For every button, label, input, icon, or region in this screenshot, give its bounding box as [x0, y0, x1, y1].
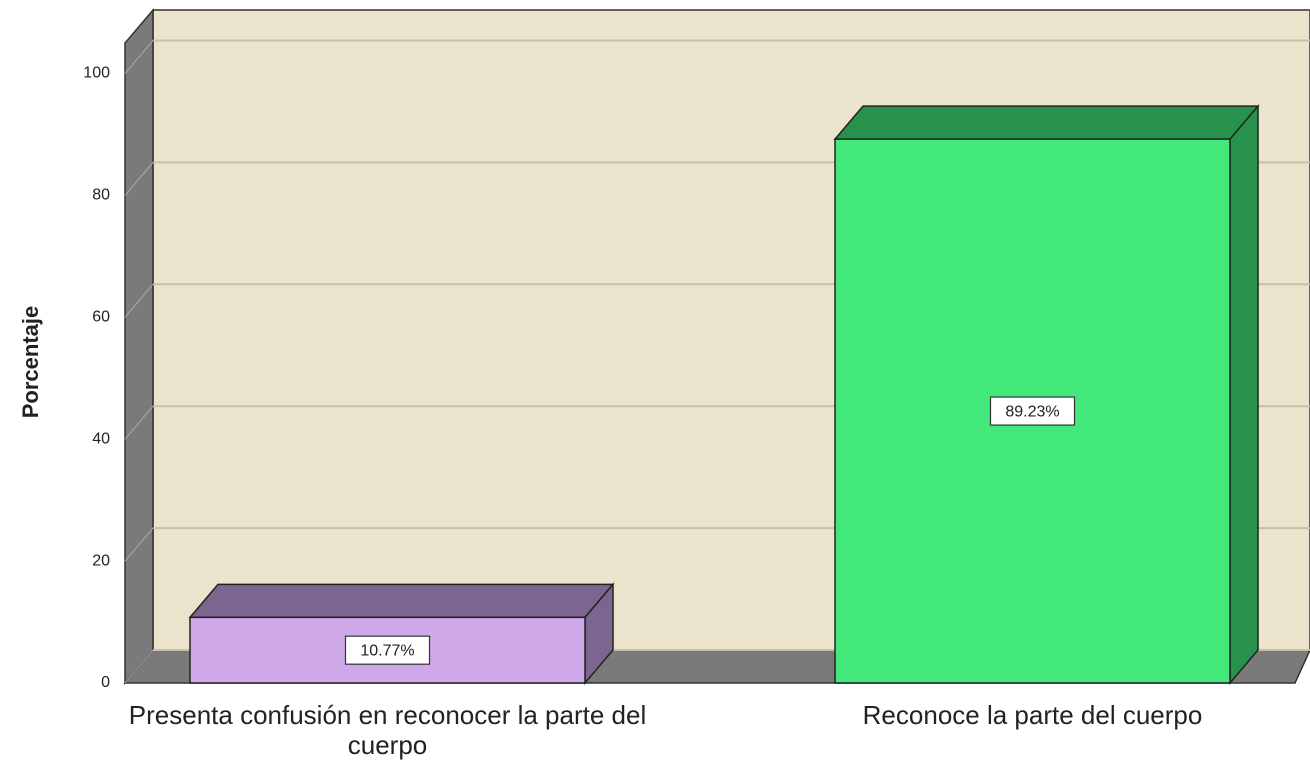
bar — [833, 104, 1260, 686]
y-tick-label: 20 — [92, 552, 110, 569]
left-wall — [124, 7, 154, 686]
bar — [188, 582, 615, 686]
bar-top — [188, 583, 615, 619]
grid-line-wall — [124, 649, 154, 684]
x-tick-label: Reconoce la parte del cuerpo — [862, 700, 1203, 730]
bar-side — [1229, 104, 1259, 686]
grid-line-wall — [124, 40, 154, 74]
y-tick-label: 0 — [101, 674, 110, 691]
y-tick-label: 60 — [92, 309, 110, 326]
bar-top — [833, 105, 1260, 140]
x-tick-label: Presenta confusión en reconocer la parte… — [128, 700, 647, 760]
grid-line-wall — [124, 405, 154, 440]
grid-line-wall — [124, 162, 154, 196]
y-tick-label: 80 — [92, 187, 110, 204]
value-label: 10.77% — [360, 642, 414, 659]
grid-line-wall — [124, 283, 154, 318]
grid-line-wall — [124, 527, 154, 562]
y-axis-label: Porcentaje — [18, 306, 43, 419]
value-label: 89.23% — [1005, 403, 1059, 420]
value-label-box — [344, 635, 431, 665]
value-label-box — [989, 396, 1076, 426]
y-tick-label: 100 — [83, 65, 110, 82]
y-tick-label: 40 — [92, 430, 110, 447]
